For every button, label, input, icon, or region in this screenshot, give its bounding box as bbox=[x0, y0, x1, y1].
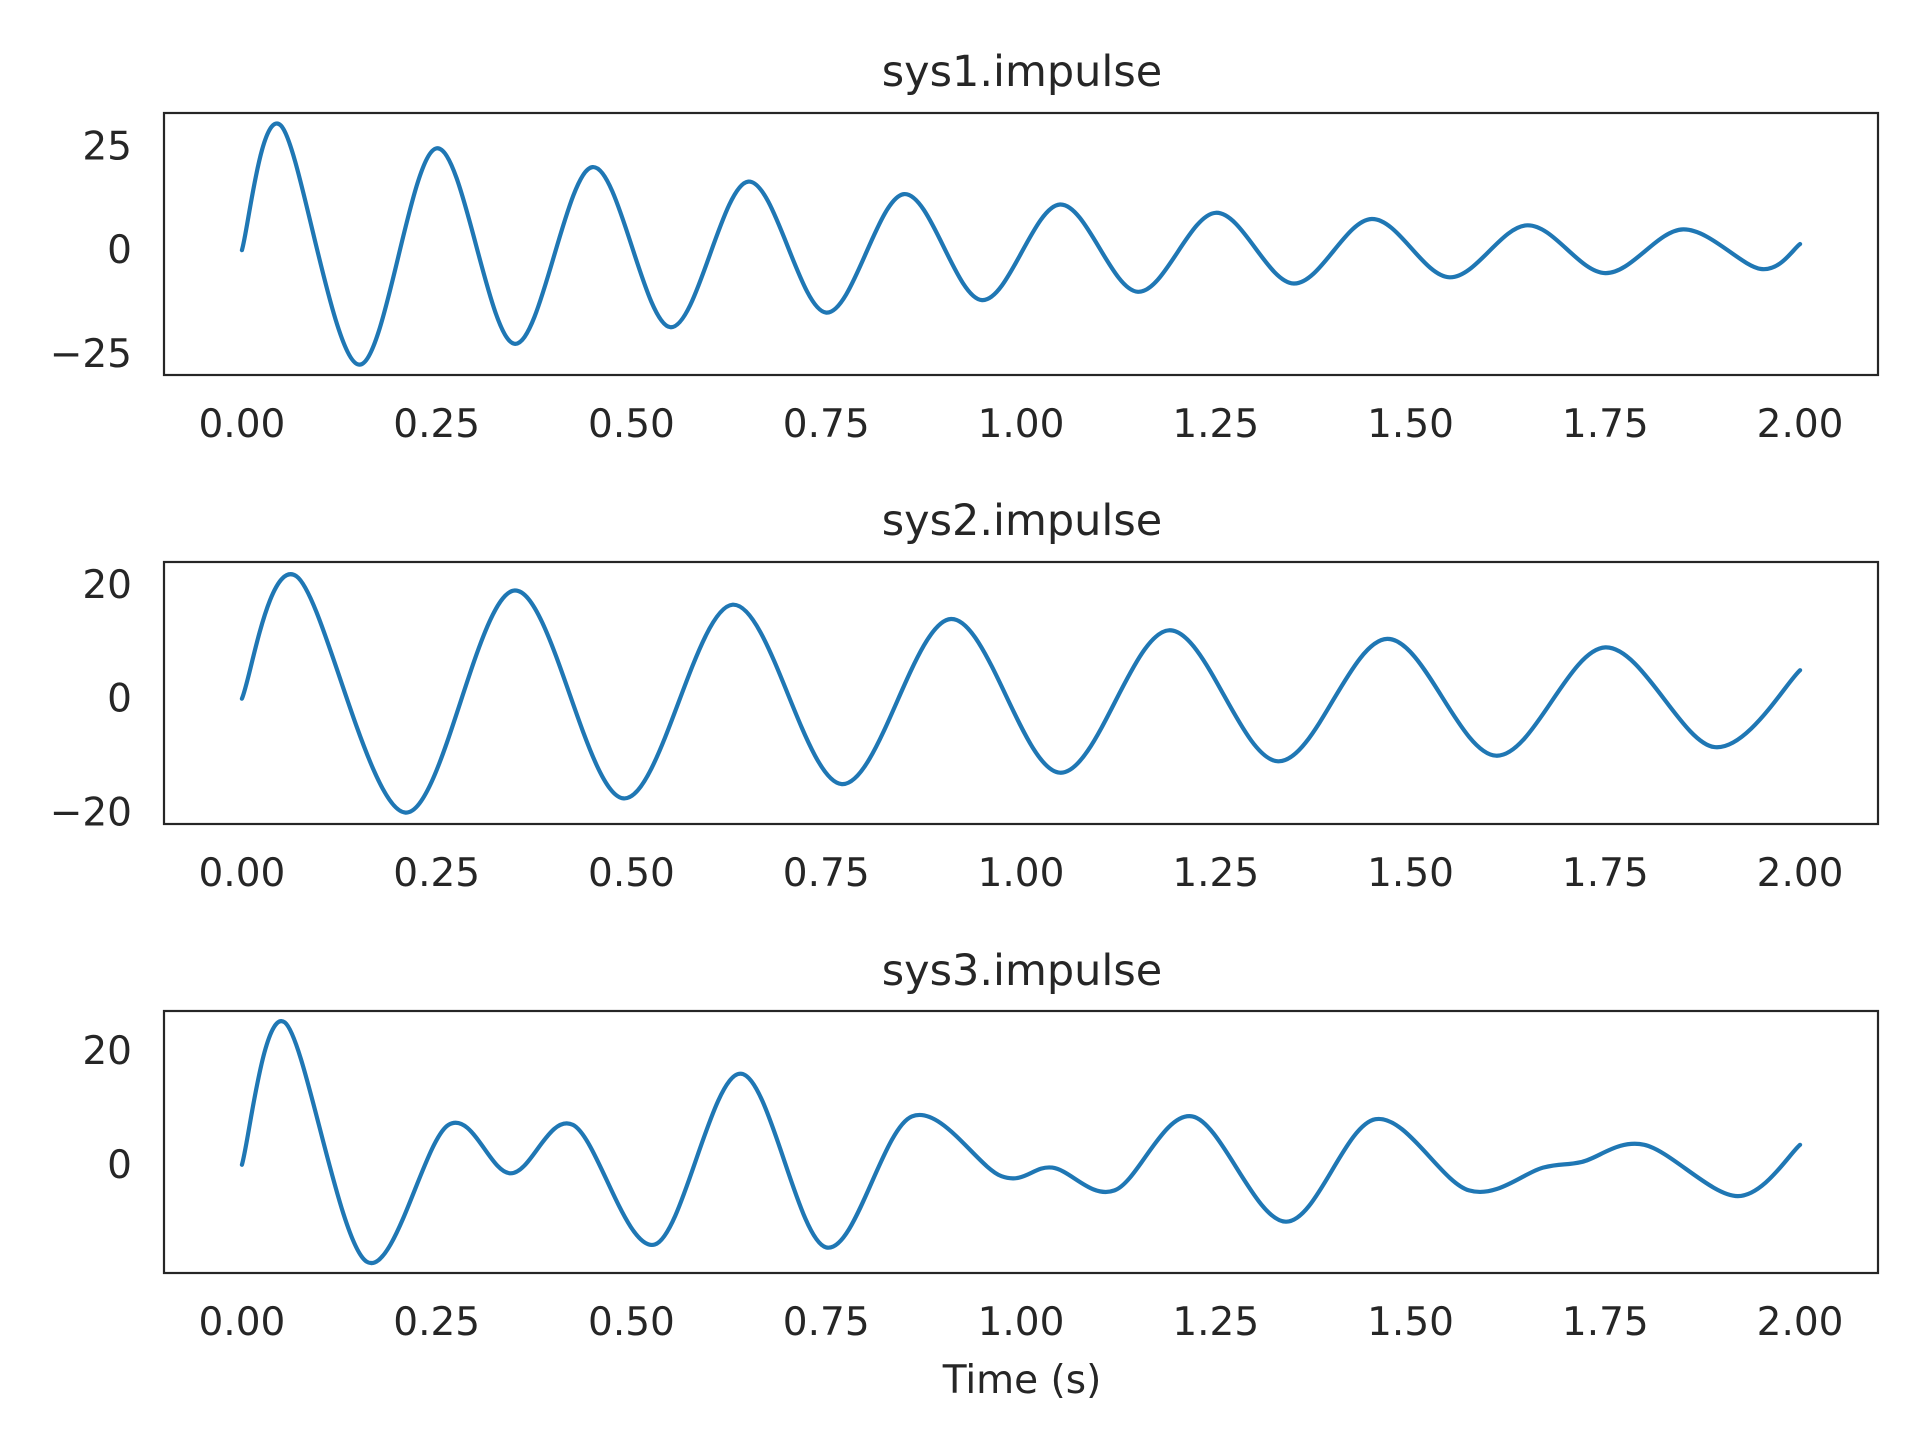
x-axis-label: Time (s) bbox=[942, 1358, 1102, 1403]
x-tick-label: 1.75 bbox=[1562, 851, 1649, 896]
x-tick-label: 0.00 bbox=[198, 851, 285, 896]
subplot-sys3: sys3.impulse 0 20 0.00 0.25 0.50 0.75 1.00 1.2… bbox=[82, 946, 1880, 1403]
x-tick-label: 1.00 bbox=[978, 851, 1065, 896]
plot-frame bbox=[162, 1009, 1880, 1275]
y-tick-label: 25 bbox=[82, 124, 132, 169]
x-tick-label: 1.25 bbox=[1172, 402, 1259, 447]
x-tick-label: 1.50 bbox=[1367, 402, 1454, 447]
subplot-title: sys2.impulse bbox=[882, 496, 1162, 546]
y-tick-label: 0 bbox=[107, 677, 132, 722]
x-tick-label: 0.50 bbox=[588, 1300, 675, 1345]
x-tick-label: 0.00 bbox=[198, 1300, 285, 1345]
y-tick-label: −25 bbox=[50, 332, 132, 377]
x-tick-label: 0.25 bbox=[393, 851, 480, 896]
x-tick-labels: 0.00 0.25 0.50 0.75 1.00 1.25 1.50 1.75 2.00 bbox=[198, 1300, 1843, 1345]
x-tick-label: 0.50 bbox=[588, 851, 675, 896]
x-tick-label: 0.50 bbox=[588, 402, 675, 447]
subplot-sys2: sys2.impulse −20 0 20 0.00 0.25 0.50 0.75 1.00… bbox=[50, 496, 1880, 896]
x-tick-label: 2.00 bbox=[1757, 1300, 1844, 1345]
y-tick-label: 20 bbox=[82, 1029, 132, 1074]
x-tick-label: 2.00 bbox=[1757, 402, 1844, 447]
x-tick-labels: 0.00 0.25 0.50 0.75 1.00 1.25 1.50 1.75 2.00 bbox=[198, 851, 1843, 896]
x-tick-label: 0.75 bbox=[783, 1300, 870, 1345]
x-tick-label: 0.75 bbox=[783, 402, 870, 447]
subplot-title: sys3.impulse bbox=[882, 946, 1162, 996]
x-tick-label: 2.00 bbox=[1757, 851, 1844, 896]
x-tick-label: 1.25 bbox=[1172, 1300, 1259, 1345]
x-tick-label: 0.25 bbox=[393, 1300, 480, 1345]
impulse-response-line bbox=[239, 1019, 1803, 1266]
x-tick-label: 0.00 bbox=[198, 402, 285, 447]
impulse-response-line bbox=[239, 572, 1803, 815]
x-tick-label: 1.25 bbox=[1172, 851, 1259, 896]
subplot-sys1: sys1.impulse −25 0 25 0.00 0.25 0.50 0.75 1.00… bbox=[50, 47, 1880, 447]
y-tick-label: 20 bbox=[82, 563, 132, 608]
x-tick-label: 1.50 bbox=[1367, 1300, 1454, 1345]
impulse-response-line bbox=[239, 121, 1803, 367]
y-tick-labels: −25 0 25 bbox=[50, 124, 132, 377]
x-tick-label: 1.75 bbox=[1562, 402, 1649, 447]
y-tick-label: 0 bbox=[107, 228, 132, 273]
x-tick-label: 1.75 bbox=[1562, 1300, 1649, 1345]
y-tick-labels: 0 20 bbox=[82, 1029, 132, 1188]
y-tick-labels: −20 0 20 bbox=[50, 563, 132, 836]
x-tick-labels: 0.00 0.25 0.50 0.75 1.00 1.25 1.50 1.75 2.00 bbox=[198, 402, 1843, 447]
subplot-title: sys1.impulse bbox=[882, 47, 1162, 97]
y-tick-label: 0 bbox=[107, 1143, 132, 1188]
x-tick-label: 1.00 bbox=[978, 1300, 1065, 1345]
plot-frame bbox=[162, 560, 1880, 826]
x-tick-label: 1.50 bbox=[1367, 851, 1454, 896]
y-tick-label: −20 bbox=[50, 791, 132, 836]
x-tick-label: 0.75 bbox=[783, 851, 870, 896]
x-tick-label: 0.25 bbox=[393, 402, 480, 447]
plot-frame bbox=[162, 111, 1880, 377]
x-tick-label: 1.00 bbox=[978, 402, 1065, 447]
